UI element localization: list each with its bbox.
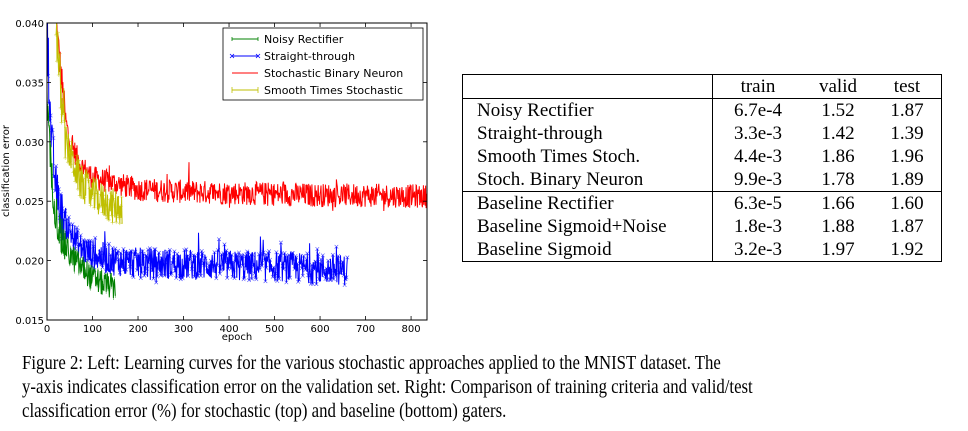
row-train: 3.3e-3	[712, 122, 803, 145]
learning-curves-chart: 0 100 200 300 400 500 600 700 800 0.015 0.020 0.02…	[1, 19, 428, 343]
row-valid: 1.66	[803, 191, 873, 215]
y-tick-label: 0.040	[15, 19, 44, 30]
x-tick-label: 0	[44, 324, 50, 335]
table-row: Baseline Rectifier 6.3e-5 1.66 1.60	[462, 191, 942, 215]
table-header-row: train valid test	[462, 74, 942, 99]
figure-caption: Figure 2: Left: Learning curves for the …	[22, 352, 959, 424]
legend-item: Noisy Rectifier	[231, 33, 344, 46]
row-test: 1.87	[890, 216, 924, 237]
row-valid: 1.78	[821, 169, 855, 190]
x-tick-label: 600	[311, 324, 330, 335]
row-name: Smooth Times Stoch.	[477, 146, 641, 167]
y-axis-label: classification error	[1, 124, 12, 217]
row-train: 6.3e-5	[712, 191, 803, 215]
x-tick-label: 400	[219, 324, 238, 335]
x-axis-label: epoch	[222, 332, 252, 343]
legend-item: Smooth Times Stochastic	[231, 84, 403, 97]
row-test: 1.96	[890, 146, 924, 167]
row-valid: 1.88	[821, 216, 855, 237]
caption-line-2: y-axis indicates classification error on…	[22, 377, 753, 398]
legend: Noisy Rectifier Straight-through Stochasti…	[222, 27, 424, 101]
table-header-train: train	[712, 74, 803, 99]
row-test: 1.92	[890, 239, 924, 260]
row-train: 3.2e-3	[712, 238, 803, 262]
table-header-valid: valid	[803, 74, 873, 99]
legend-label: Noisy Rectifier	[264, 33, 344, 46]
row-valid: 1.42	[821, 123, 855, 144]
legend-label: Stochastic Binary Neuron	[264, 67, 403, 80]
x-tick-label: 700	[356, 324, 375, 335]
row-name: Noisy Rectifier	[477, 100, 594, 121]
x-tick-label: 100	[83, 324, 102, 335]
row-train: 4.4e-3	[712, 145, 803, 168]
series-layer	[47, 23, 427, 301]
row-name: Straight-through	[477, 123, 603, 144]
plot-frame	[46, 22, 428, 321]
table-row: Smooth Times Stoch. 4.4e-3 1.86 1.96	[463, 145, 942, 168]
caption-line-3: classification error (%) for stochastic …	[22, 401, 507, 422]
row-test: 1.87	[890, 100, 924, 121]
table-row: Straight-through 3.3e-3 1.42 1.39	[463, 122, 942, 145]
x-axis-ticks: 0 100 200 300 400 500 600 700 800	[44, 23, 421, 335]
row-name: Baseline Sigmoid	[477, 239, 612, 260]
table-row: Baseline Sigmoid 3.2e-3 1.97 1.92	[463, 238, 942, 262]
series-smooth-times-stochastic	[54, 23, 124, 226]
results-table: train valid test Noisy Rectifier 6.7e-4 …	[462, 74, 942, 262]
legend-label: Smooth Times Stochastic	[264, 84, 403, 97]
row-test: 1.89	[890, 169, 924, 190]
y-axis-ticks: 0.015 0.020 0.025 0.030 0.035 0.040	[15, 19, 427, 327]
table-row: Noisy Rectifier 6.7e-4 1.52 1.87	[463, 98, 942, 122]
row-name: Baseline Rectifier	[462, 191, 713, 215]
legend-item: Stochastic Binary Neuron	[232, 67, 403, 80]
y-tick-label: 0.030	[15, 138, 44, 149]
series-straight-through	[47, 23, 350, 288]
row-train: 9.9e-3	[712, 168, 803, 192]
legend-label: Straight-through	[264, 50, 355, 63]
row-train: 6.7e-4	[712, 98, 803, 122]
row-name: Baseline Sigmoid+Noise	[477, 216, 667, 237]
row-name: Stoch. Binary Neuron	[477, 169, 644, 190]
row-valid: 1.52	[821, 100, 855, 121]
series-stochastic-binary-neuron	[56, 23, 427, 212]
series-noisy-rectifier	[47, 88, 116, 301]
y-tick-label: 0.035	[15, 78, 44, 89]
table-header-test: test	[873, 74, 942, 99]
row-test: 1.60	[873, 191, 942, 215]
table-row: Baseline Sigmoid+Noise 1.8e-3 1.88 1.87	[463, 215, 942, 238]
caption-line-1: Figure 2: Left: Learning curves for the …	[22, 353, 721, 374]
legend-box	[222, 27, 424, 101]
y-tick-label: 0.025	[15, 197, 44, 208]
row-train: 1.8e-3	[712, 215, 803, 238]
x-tick-label: 300	[174, 324, 193, 335]
x-tick-label: 500	[265, 324, 284, 335]
y-tick-label: 0.015	[15, 316, 44, 327]
row-valid: 1.97	[821, 239, 855, 260]
table-row: Stoch. Binary Neuron 9.9e-3 1.78 1.89	[463, 168, 942, 192]
legend-item: Straight-through	[229, 50, 355, 63]
row-test: 1.39	[890, 123, 924, 144]
y-tick-label: 0.020	[15, 257, 44, 268]
x-tick-label: 800	[402, 324, 421, 335]
row-valid: 1.86	[821, 146, 855, 167]
x-tick-label: 200	[128, 324, 147, 335]
table-header-empty	[462, 74, 713, 99]
